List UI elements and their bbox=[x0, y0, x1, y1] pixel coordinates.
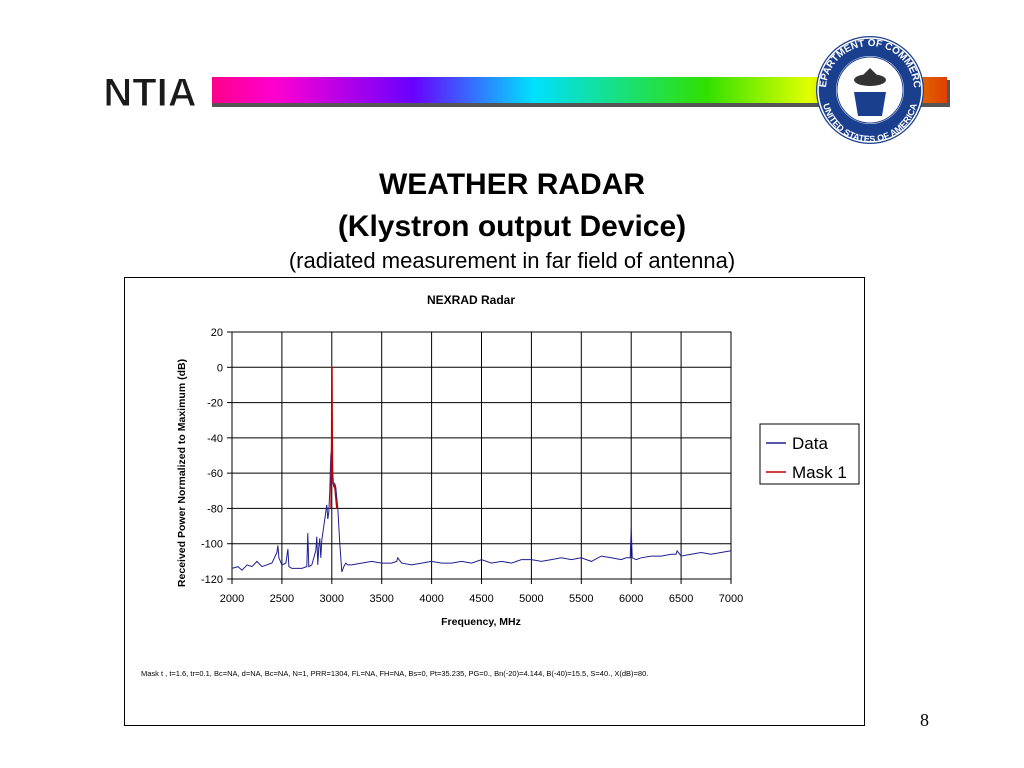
nexrad-chart: NEXRAD Radar 20 0 -20 -40 -60 -80 -100 -120 200… bbox=[141, 293, 860, 678]
x-tick-label: 6500 bbox=[669, 593, 693, 605]
x-axis-ticks: 2000 2500 3000 3500 4000 4500 5000 5500 6000 6500… bbox=[220, 579, 743, 605]
x-tick-label: 7000 bbox=[719, 593, 743, 605]
y-tick-label: -120 bbox=[201, 574, 223, 586]
y-tick-label: -40 bbox=[207, 433, 223, 445]
x-tick-label: 2000 bbox=[220, 593, 244, 605]
y-tick-label: -60 bbox=[207, 468, 223, 480]
series-line-mask-1 bbox=[330, 366, 338, 509]
x-tick-label: 4500 bbox=[469, 593, 493, 605]
chart-grid bbox=[231, 331, 732, 580]
x-tick-label: 5500 bbox=[569, 593, 593, 605]
legend-label: Mask 1 bbox=[792, 463, 847, 482]
commerce-seal: DEPARTMENT OF COMMERCE UNITED STATES OF … bbox=[804, 26, 932, 151]
chart-series bbox=[231, 366, 732, 573]
slide-subtitle: (radiated measurement in far field of an… bbox=[288, 248, 736, 273]
ntia-logo: NTIA bbox=[84, 68, 214, 119]
chart-legend: Data Mask 1 bbox=[759, 423, 860, 485]
chart-title: NEXRAD Radar bbox=[427, 293, 515, 307]
y-tick-label: -80 bbox=[207, 503, 223, 515]
page-number: 8 bbox=[920, 710, 929, 730]
slide-title: WEATHER RADAR bbox=[378, 168, 646, 201]
x-tick-label: 6000 bbox=[619, 593, 643, 605]
ntia-logo-text: NTIA bbox=[103, 71, 196, 114]
y-tick-label: -100 bbox=[201, 539, 223, 551]
x-tick-label: 3500 bbox=[369, 593, 393, 605]
x-tick-label: 4000 bbox=[419, 593, 443, 605]
x-tick-label: 3000 bbox=[320, 593, 344, 605]
y-axis-ticks: 20 0 -20 -40 -60 -80 -100 -120 bbox=[201, 327, 232, 586]
x-axis-label: Frequency, MHz bbox=[441, 616, 521, 628]
y-axis-label: Received Power Normalized to Maximum (dB… bbox=[176, 359, 188, 587]
y-tick-label: 20 bbox=[211, 327, 223, 339]
y-tick-label: 0 bbox=[217, 362, 223, 374]
chart-container: NEXRAD Radar 20 0 -20 -40 -60 -80 -100 -120 200… bbox=[124, 277, 865, 726]
series-line-data bbox=[231, 448, 732, 573]
y-tick-label: -20 bbox=[207, 398, 223, 410]
legend-label: Data bbox=[792, 434, 828, 453]
x-tick-label: 2500 bbox=[270, 593, 294, 605]
rainbow-banner bbox=[85, 77, 950, 107]
chart-footnote: Mask t , t=1.6, tr=0.1, Bc=NA, d=NA, Bc=… bbox=[141, 669, 648, 678]
x-tick-label: 5000 bbox=[519, 593, 543, 605]
slide-title-line2: (Klystron output Device) bbox=[337, 210, 687, 243]
